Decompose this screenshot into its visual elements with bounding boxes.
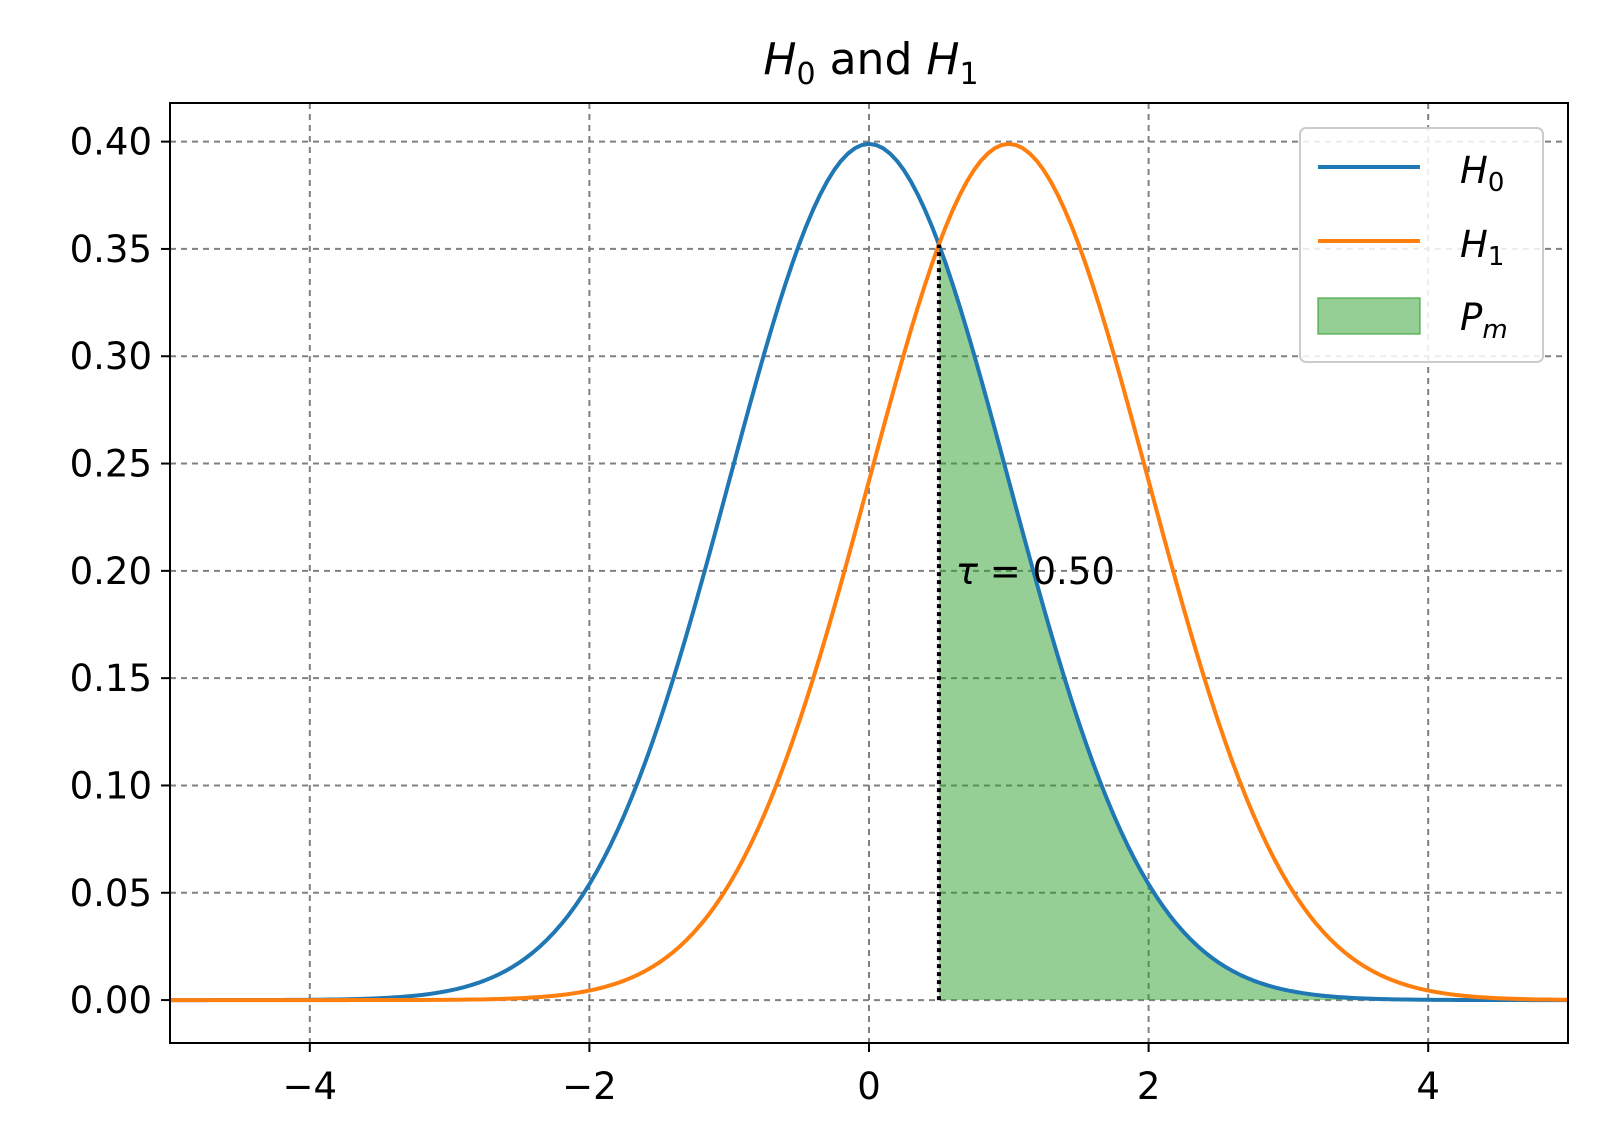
- y-tick-label: 0.35: [70, 228, 152, 271]
- legend-swatch-pm: [1317, 297, 1421, 335]
- x-tick-label: 0: [857, 1065, 881, 1108]
- y-tick-label: 0.40: [70, 121, 152, 164]
- legend-label-pm: Pm: [1460, 296, 1508, 345]
- y-tick-label: 0.30: [70, 335, 152, 378]
- x-tick-label: 4: [1416, 1065, 1440, 1108]
- legend: H0 H1 Pm: [1299, 127, 1544, 363]
- legend-label-h0: H0: [1460, 149, 1504, 198]
- series-line-h1: [170, 141, 1569, 1003]
- x-tick-label: −2: [562, 1065, 617, 1108]
- legend-label-h1: H1: [1460, 223, 1504, 272]
- x-tick-label: −4: [283, 1065, 338, 1108]
- pm-fill-area: [938, 244, 1568, 1001]
- x-axis: −4 −2 0 2 4: [283, 1043, 1440, 1108]
- x-tick-label: 2: [1137, 1065, 1161, 1108]
- series-line-h0: [170, 141, 1568, 1003]
- fill-area-layer: [938, 244, 1568, 1001]
- y-tick-label: 0.00: [70, 979, 152, 1022]
- y-tick-label: 0.10: [70, 764, 152, 807]
- series-lines: [170, 141, 1569, 1003]
- chart-title: H0 and H1: [763, 34, 978, 92]
- y-tick-label: 0.05: [70, 872, 152, 915]
- threshold-annotation: τ = 0.50: [956, 550, 1115, 593]
- y-tick-label: 0.15: [70, 657, 152, 700]
- y-axis: 0.00 0.05 0.10 0.15 0.20 0.25 0.30 0.35 0.40: [70, 121, 170, 1022]
- y-tick-label: 0.20: [70, 550, 152, 593]
- y-tick-label: 0.25: [70, 443, 152, 486]
